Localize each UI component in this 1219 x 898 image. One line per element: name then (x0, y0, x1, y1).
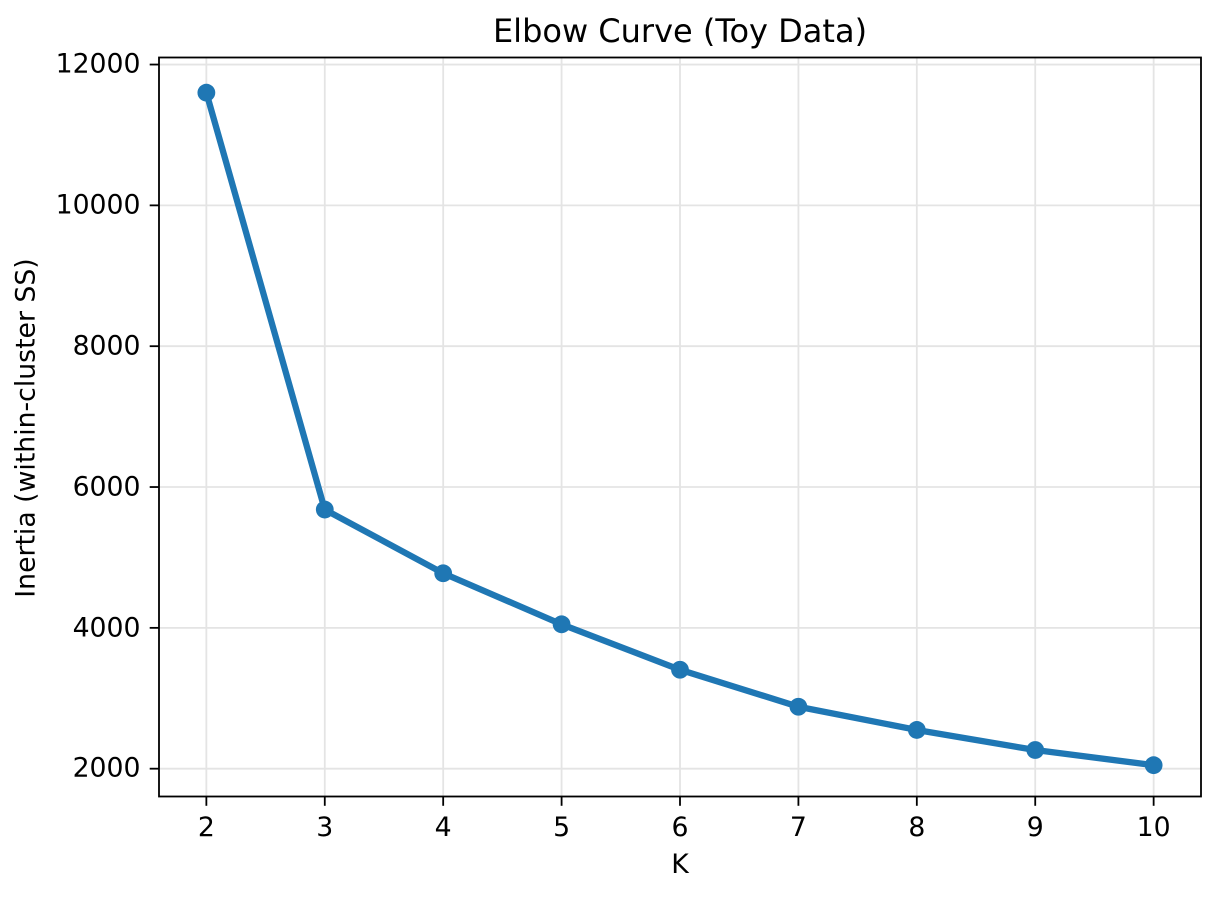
x-tick-label-3: 3 (316, 812, 334, 844)
grid (159, 57, 1201, 797)
x-tick-label-8: 8 (908, 812, 926, 844)
data-point-inertia-k8 (907, 721, 926, 739)
y-tick-label-10000: 10000 (55, 189, 141, 221)
y-tick-label-12000: 12000 (55, 48, 141, 80)
tick-marks (149, 63, 1155, 806)
data-point-inertia-k10 (1144, 756, 1163, 775)
x-tick-label-9: 9 (1026, 812, 1044, 844)
x-tick-label-7: 7 (789, 812, 807, 844)
x-tick-label-4: 4 (434, 812, 452, 844)
data-point-inertia-k5 (552, 615, 571, 634)
x-tick-label-5: 5 (553, 812, 571, 844)
y-tick-label-6000: 6000 (72, 471, 141, 503)
data-point-inertia-k2 (197, 83, 216, 102)
x-tick-label-10: 10 (1136, 812, 1171, 844)
y-tick-label-2000: 2000 (72, 753, 141, 785)
x-axis-label: K (671, 849, 689, 881)
y-axis-label: Inertia (within-cluster SS) (10, 257, 42, 598)
data-point-inertia-k9 (1026, 741, 1045, 759)
y-tick-label-8000: 8000 (72, 330, 141, 362)
data-point-inertia-k6 (671, 660, 689, 679)
chart-title: Elbow Curve (Toy Data) (492, 12, 868, 51)
data-point-inertia-k7 (789, 697, 808, 716)
y-tick-label-4000: 4000 (72, 612, 141, 644)
data-point-inertia-k3 (315, 500, 334, 519)
x-tick-label-6: 6 (671, 812, 689, 844)
axes-spines (158, 56, 1202, 798)
data-point-inertia-k4 (434, 564, 453, 583)
x-tick-label-2: 2 (197, 812, 215, 844)
